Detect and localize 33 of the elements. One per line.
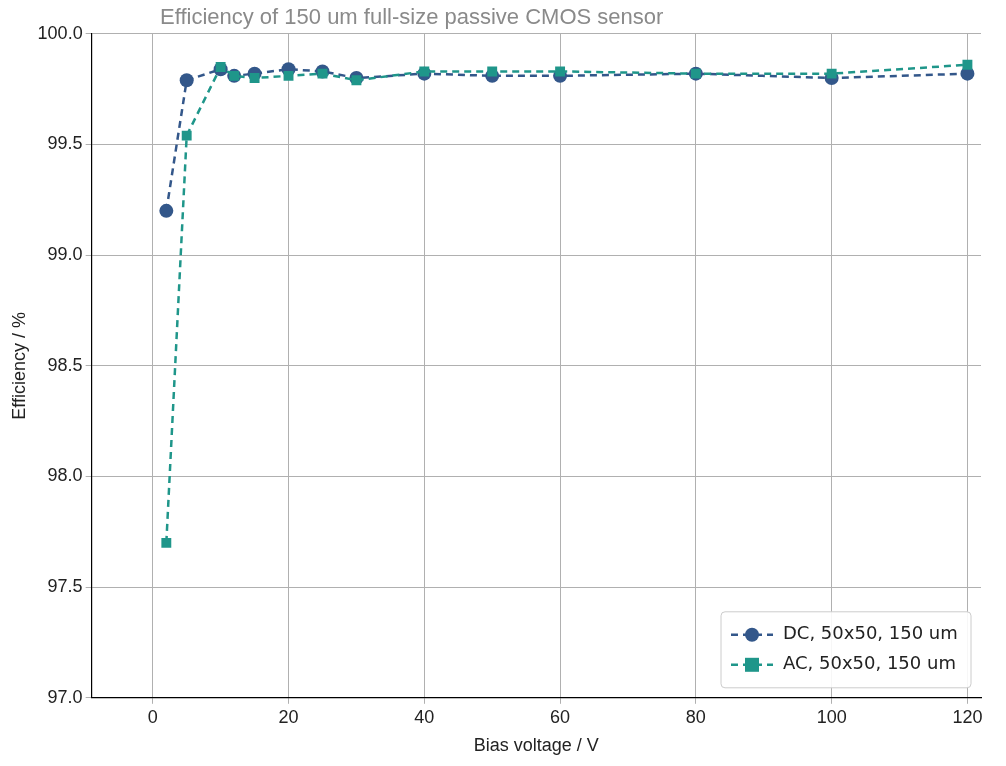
y-tick-label: 97.5 (47, 576, 83, 597)
x-tick-label: 60 (550, 706, 571, 727)
y-tick-label: 97.0 (47, 686, 83, 707)
x-tick-label: 20 (278, 706, 299, 727)
x-axis-title: Bias voltage / V (473, 735, 599, 756)
point (249, 73, 260, 84)
y-tick-label: 98.0 (47, 465, 83, 486)
point (317, 68, 328, 79)
y-tick-label: 99.0 (47, 244, 83, 265)
point (351, 75, 362, 86)
x-tick-label: 80 (685, 706, 706, 727)
chart-title: Efficiency of 150 um full-size passive CMOS sensor (160, 4, 664, 30)
x-tick-label: 40 (414, 706, 435, 727)
y-axis-title: Efficiency / % (8, 311, 29, 420)
y-tick-label: 98.5 (47, 354, 83, 375)
point (181, 130, 192, 141)
point (179, 73, 194, 88)
point (159, 203, 174, 218)
point (826, 68, 837, 79)
x-tick-label: 120 (952, 706, 983, 727)
x-tick-label: 100 (816, 706, 847, 727)
point (962, 59, 973, 70)
y-tick-label: 99.5 (47, 133, 83, 154)
point (161, 537, 172, 548)
point (419, 66, 430, 77)
legend-label: DC, 50x50, 150 um (783, 622, 958, 644)
point (555, 66, 566, 77)
legend-label: AC, 50x50, 150 um (783, 652, 956, 674)
point (283, 70, 294, 81)
point (487, 66, 498, 77)
y-tick-label: 100.0 (37, 22, 83, 43)
point (215, 62, 226, 72)
x-tick-label: 0 (147, 706, 158, 727)
